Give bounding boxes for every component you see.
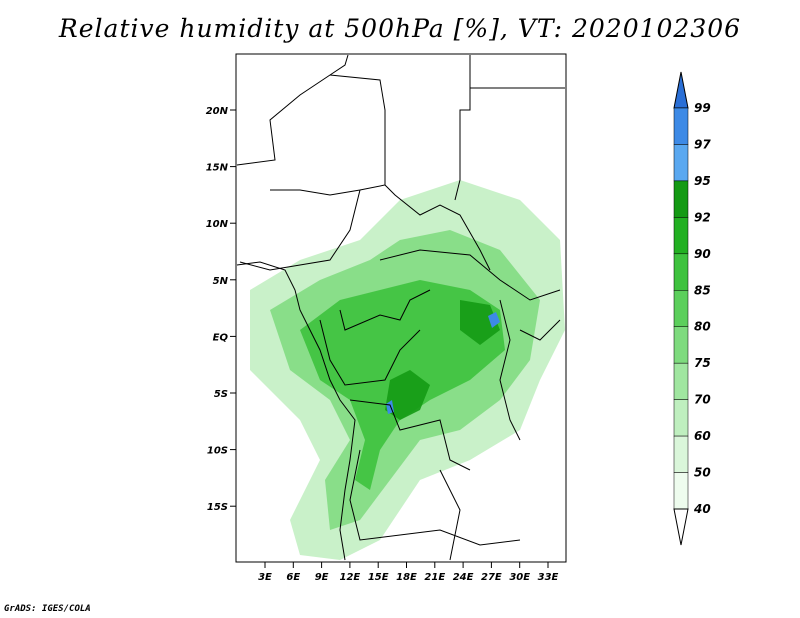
border-line [349, 399, 471, 471]
border-line [519, 319, 561, 341]
colorbar-segment [673, 180, 689, 218]
lat-tick-label: 15N [206, 163, 229, 174]
lon-tick-label: 9E [315, 572, 329, 583]
colorbar-segment [673, 326, 689, 364]
lon-tick-label: 6E [286, 572, 300, 583]
colorbar-label: 70 [694, 393, 711, 407]
lon-tick-label: 24E [453, 572, 474, 583]
border-line [439, 469, 461, 561]
lat-axis: 20N 15N 10N 5N EQ 5S 10S 15S [206, 106, 236, 513]
colorbar-segment [673, 472, 689, 510]
border-line [339, 289, 431, 331]
colorbar: 99 97 95 92 90 85 80 75 70 60 50 40 [673, 71, 711, 546]
lon-tick-label: 30E [509, 572, 530, 583]
border-line [384, 184, 491, 271]
border-line [239, 189, 361, 271]
lat-tick-label: 5S [214, 389, 228, 400]
lon-tick-label: 21E [424, 572, 445, 583]
chart-title: Relative humidity at 500hPa [%], VT: 202… [58, 14, 742, 43]
lon-tick-label: 15E [368, 572, 389, 583]
lat-tick-label: 20N [206, 106, 229, 117]
colorbar-label: 85 [694, 283, 711, 297]
border-line [349, 449, 521, 546]
lat-tick-label: 10N [206, 219, 229, 230]
lon-tick-label: 12E [340, 572, 361, 583]
colorbar-label: 97 [694, 137, 711, 151]
colorbar-label: 50 [694, 466, 711, 480]
humidity-region-core [460, 300, 500, 345]
lon-tick-label: 3E [258, 572, 272, 583]
border-line [319, 319, 421, 386]
colorbar-bottom-arrow [673, 508, 689, 546]
map-frame [235, 53, 567, 563]
lat-tick-label: 5N [213, 276, 229, 287]
colorbar-label: 90 [694, 247, 711, 261]
colorbar-segment [673, 217, 689, 255]
colorbar-label: 60 [694, 429, 711, 443]
border-line [499, 299, 521, 441]
credit-text: GrADS: IGES/COLA [4, 604, 91, 614]
colorbar-label: 40 [693, 502, 711, 516]
colorbar-segment [673, 290, 689, 327]
lon-tick-label: 27E [481, 572, 502, 583]
coastline [236, 261, 356, 561]
colorbar-segment [673, 435, 689, 473]
colorbar-segment [673, 253, 689, 291]
humidity-region-max [488, 312, 500, 328]
lat-tick-label: 15S [207, 502, 228, 513]
humidity-region-core [385, 370, 430, 420]
border-line [454, 55, 471, 201]
colorbar-label: 95 [694, 174, 711, 188]
colorbar-label: 75 [694, 356, 711, 370]
colorbar-top-arrow [673, 71, 689, 109]
country-borders [236, 54, 565, 561]
lat-tick-label: EQ [213, 332, 229, 343]
colorbar-segment [673, 144, 689, 182]
lon-axis: 3E 6E 9E 12E 15E 18E 21E 24E 27E 30E 33E [258, 562, 559, 583]
humidity-field [250, 180, 565, 560]
border-line [236, 54, 349, 166]
lon-tick-label: 33E [538, 572, 559, 583]
colorbar-label: 92 [694, 210, 711, 224]
colorbar-label: 99 [694, 101, 711, 115]
lon-tick-label: 18E [396, 572, 417, 583]
colorbar-segment [673, 399, 689, 437]
border-line [270, 74, 386, 196]
lat-tick-label: 10S [207, 446, 228, 457]
colorbar-label: 80 [694, 320, 711, 334]
colorbar-segment [673, 362, 689, 400]
colorbar-segment [673, 107, 689, 145]
border-line [379, 249, 561, 301]
